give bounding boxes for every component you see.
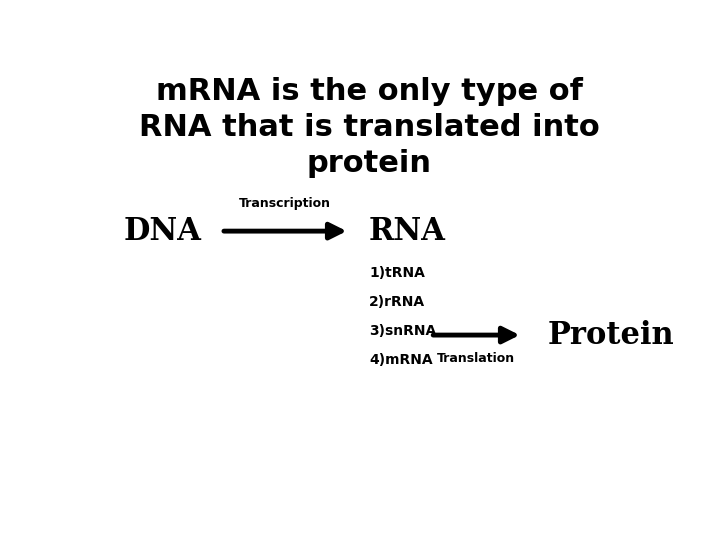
Text: Translation: Translation bbox=[437, 352, 516, 365]
Text: mRNA is the only type of
RNA that is translated into
protein: mRNA is the only type of RNA that is tra… bbox=[139, 77, 599, 178]
Text: 2)rRNA: 2)rRNA bbox=[369, 295, 425, 309]
Text: DNA: DNA bbox=[124, 215, 202, 247]
Text: RNA: RNA bbox=[369, 215, 446, 247]
Text: Protein: Protein bbox=[547, 320, 675, 350]
Text: 3)snRNA: 3)snRNA bbox=[369, 324, 436, 338]
Text: Transcription: Transcription bbox=[239, 197, 331, 210]
Text: 1)tRNA: 1)tRNA bbox=[369, 266, 425, 280]
Text: 4)mRNA: 4)mRNA bbox=[369, 353, 433, 367]
